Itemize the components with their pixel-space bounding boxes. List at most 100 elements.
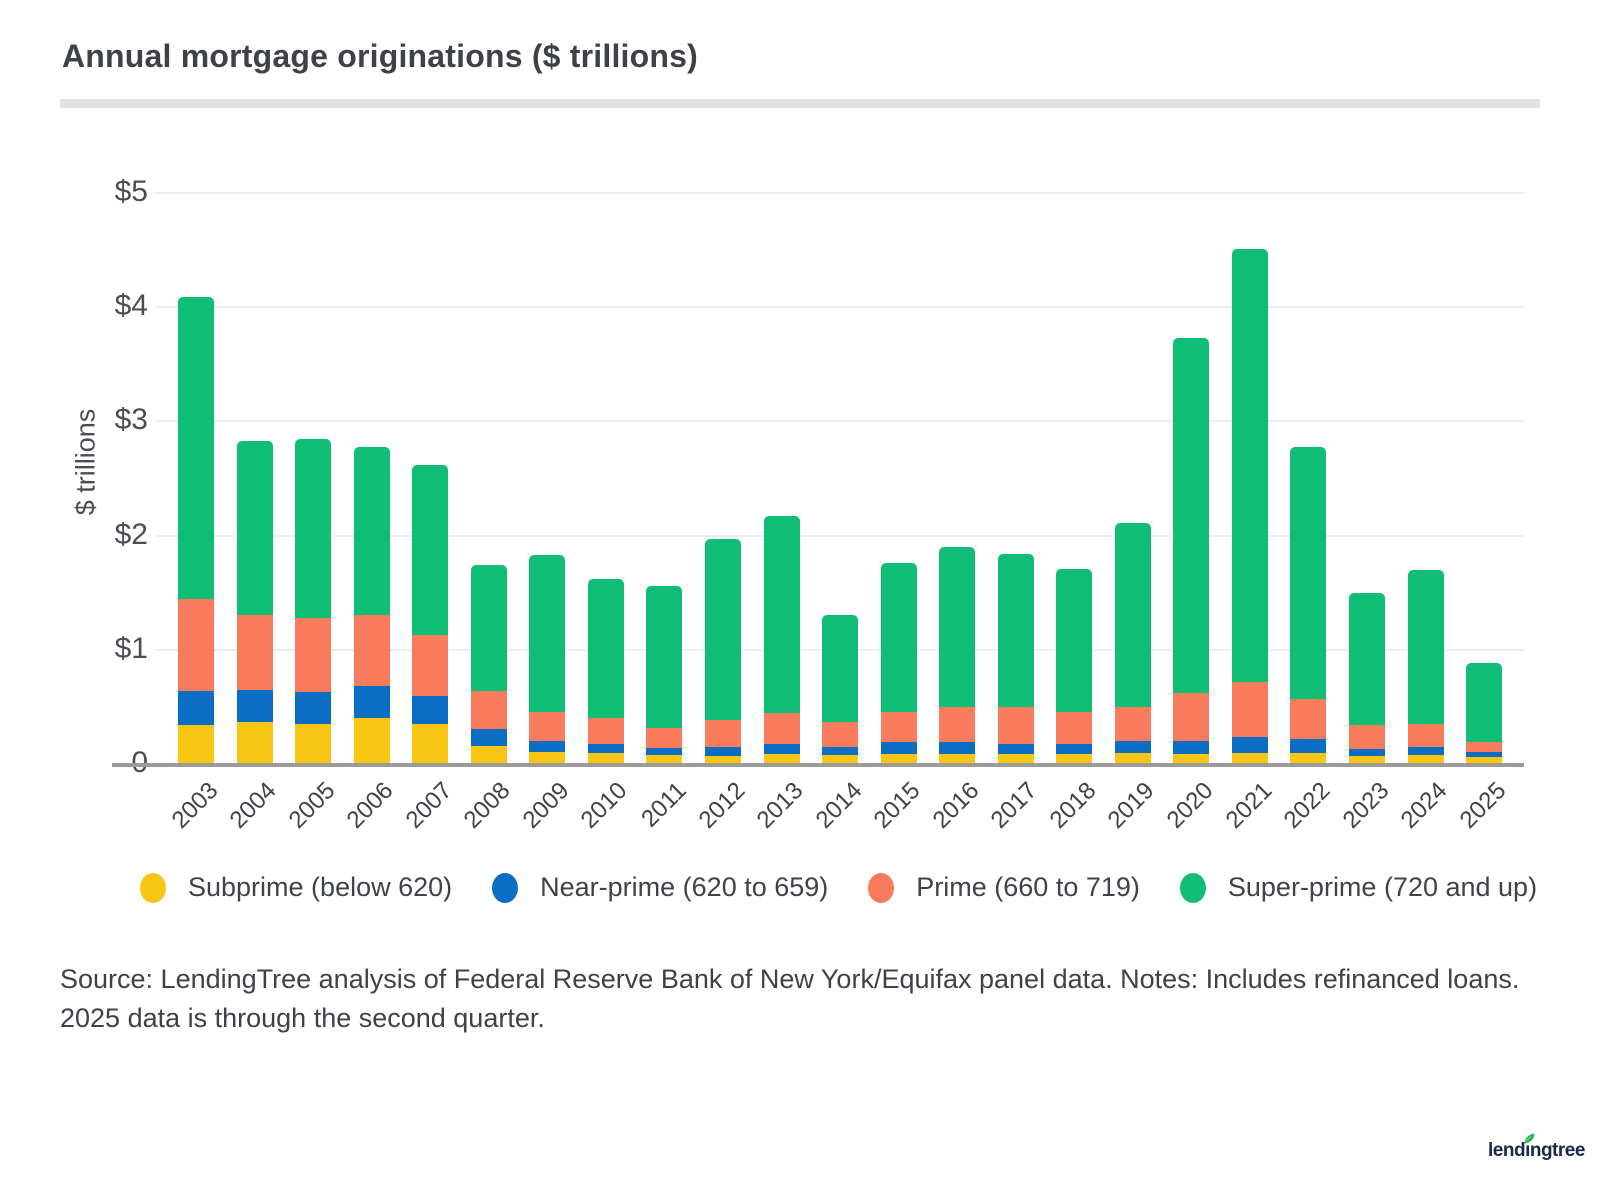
bar-2022-segment-3 — [1290, 446, 1327, 700]
bar-2015-segment-3 — [880, 563, 917, 712]
legend-label: Super-prime (720 and up) — [1227, 872, 1538, 902]
x-axis-line — [112, 763, 1524, 767]
legend-dot-icon — [140, 872, 166, 903]
bar-2015-segment-0 — [880, 753, 917, 763]
y-tick-label: $1 — [114, 631, 148, 665]
bar-2004-segment-1 — [236, 689, 273, 722]
bar-2020-segment-1 — [1173, 741, 1210, 754]
bar-2025-segment-2 — [1466, 742, 1503, 752]
bar-2012-segment-0 — [704, 756, 741, 763]
bar-2023-segment-0 — [1349, 756, 1385, 763]
bar-2012-segment-3 — [704, 539, 741, 720]
bar-2019-segment-2 — [1114, 707, 1151, 742]
y-tick-label: $3 — [114, 403, 148, 437]
bar-2017-segment-0 — [997, 753, 1034, 763]
legend-item-3: Super-prime (720 and up) — [1179, 872, 1538, 903]
bar-2006-segment-3 — [353, 446, 390, 615]
legend-item-1: Near-prime (620 to 659) — [492, 872, 828, 903]
bar-2016-segment-3 — [939, 547, 976, 708]
bar-2016-segment-1 — [939, 742, 976, 754]
bar-2024-segment-3 — [1407, 570, 1444, 725]
source-note: Source: LendingTree analysis of Federal … — [60, 964, 1520, 1033]
bar-2022-segment-1 — [1290, 739, 1327, 753]
bar-2025-segment-1 — [1466, 751, 1503, 758]
bar-2003-segment-2 — [178, 598, 214, 692]
bar-2011-segment-3 — [646, 585, 683, 728]
bar-2011-segment-1 — [646, 748, 683, 755]
bar-2020-segment-0 — [1173, 753, 1210, 763]
bar-2024-segment-0 — [1407, 755, 1444, 763]
bar-2004-segment-0 — [236, 721, 273, 763]
bar-2014-segment-3 — [822, 614, 859, 722]
legend-dot-icon — [868, 872, 895, 903]
legend-dot-icon — [1179, 872, 1206, 903]
bar-2012-segment-2 — [704, 719, 741, 747]
gridline-5 — [155, 192, 1524, 194]
logo-text-rest: ıngtree — [1525, 1140, 1585, 1161]
bar-2019-segment-0 — [1114, 752, 1151, 763]
bar-2021-segment-1 — [1231, 736, 1268, 753]
legend-label: Subprime (below 620) — [188, 872, 453, 902]
bar-2011-segment-2 — [646, 727, 683, 749]
bar-2013-segment-3 — [763, 516, 800, 713]
legend-label: Prime (660 to 719) — [916, 872, 1140, 902]
bar-2016-segment-2 — [939, 707, 976, 743]
bar-2006-segment-1 — [353, 686, 390, 719]
bar-2014-segment-1 — [822, 747, 859, 755]
bar-2007-segment-2 — [412, 635, 449, 696]
bar-2020-segment-2 — [1173, 693, 1210, 742]
legend-dot-icon — [492, 872, 519, 903]
legend-item-2: Prime (660 to 719) — [868, 872, 1140, 903]
bar-2010-segment-2 — [587, 718, 624, 744]
bar-2003-segment-1 — [178, 691, 214, 726]
legend-item-0: Subprime (below 620) — [140, 872, 452, 903]
chart-title: Annual mortgage originations ($ trillion… — [62, 38, 698, 74]
bar-2007-segment-1 — [412, 695, 449, 725]
y-tick-label: $5 — [114, 175, 148, 208]
bar-2013-segment-2 — [763, 712, 800, 744]
bar-2010-segment-0 — [587, 752, 624, 763]
bar-2010-segment-1 — [587, 743, 624, 753]
gridline-4 — [155, 306, 1524, 309]
logo-text-pre: lend — [1488, 1140, 1526, 1161]
bar-2005-segment-1 — [295, 692, 332, 725]
bar-2015-segment-1 — [880, 742, 917, 754]
bar-2009-segment-3 — [529, 555, 566, 712]
bar-2007-segment-0 — [412, 724, 449, 763]
bar-2019-segment-3 — [1114, 523, 1151, 708]
legend: Subprime (below 620) Near-prime (620 to 6… — [140, 872, 1537, 903]
bar-2009-segment-1 — [529, 741, 566, 752]
gridline-2 — [155, 534, 1524, 537]
bar-2018-segment-1 — [1056, 743, 1093, 754]
bar-2024-segment-2 — [1407, 724, 1444, 747]
bar-2023-segment-1 — [1349, 749, 1385, 757]
bar-2006-segment-2 — [353, 614, 390, 687]
bar-2023-segment-3 — [1349, 592, 1385, 726]
bar-2018-segment-0 — [1056, 753, 1093, 763]
bar-2025-segment-3 — [1466, 662, 1503, 743]
bar-2014-segment-2 — [822, 721, 859, 747]
bar-2003-segment-3 — [178, 297, 214, 599]
bar-2007-segment-3 — [412, 464, 449, 636]
bar-2021-segment-2 — [1231, 681, 1268, 737]
bar-2022-segment-0 — [1290, 752, 1327, 763]
bar-2025-segment-0 — [1466, 757, 1503, 763]
bar-2021-segment-3 — [1231, 249, 1268, 682]
lendingtree-logo: lendıngtree — [1488, 1133, 1585, 1162]
bar-2014-segment-0 — [822, 755, 859, 763]
bar-2008-segment-2 — [470, 691, 507, 729]
bar-2023-segment-2 — [1349, 725, 1385, 750]
bar-2018-segment-2 — [1056, 711, 1093, 744]
bar-2017-segment-3 — [997, 554, 1034, 708]
bar-2013-segment-1 — [763, 743, 800, 754]
bar-2011-segment-0 — [646, 755, 683, 763]
bar-2017-segment-1 — [997, 743, 1034, 754]
bar-2019-segment-1 — [1114, 741, 1151, 753]
bar-2015-segment-2 — [880, 711, 917, 743]
bar-2017-segment-2 — [997, 707, 1034, 744]
bar-2009-segment-0 — [529, 751, 566, 763]
bar-2008-segment-0 — [470, 745, 507, 763]
y-tick-label: $4 — [114, 289, 148, 323]
leaf-icon — [1524, 1133, 1535, 1144]
